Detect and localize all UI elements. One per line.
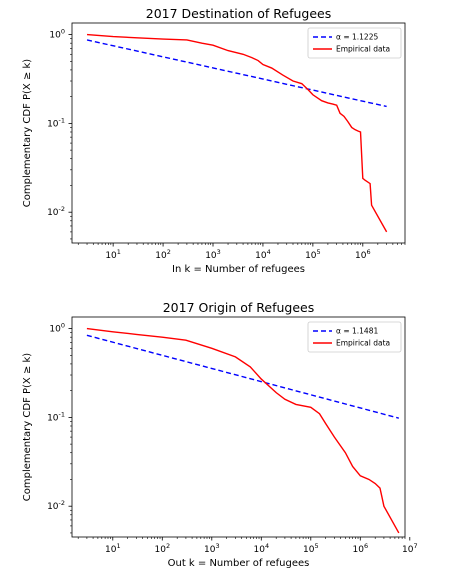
x-tick-label: 104 (253, 542, 269, 555)
y-axis-label: Complementary CDF P(X ≥ k) (22, 353, 33, 502)
legend: α = 1.1225 Empirical data (307, 27, 402, 59)
x-tick-label: 103 (204, 542, 220, 555)
y-tick-label: 10-1 (47, 410, 65, 423)
x-tick-label: 107 (402, 542, 418, 555)
x-tick-label: 102 (155, 248, 171, 261)
x-tick-label: 105 (303, 542, 319, 555)
power-law-fit-line (86, 39, 387, 108)
legend: α = 1.1481 Empirical data (307, 321, 402, 353)
x-tick-label: 101 (105, 248, 121, 261)
x-tick-label: 106 (355, 248, 371, 261)
legend-box (307, 321, 402, 353)
y-tick-label: 10-2 (47, 205, 65, 218)
empirical-data-line (86, 327, 400, 534)
plot-frame (71, 22, 406, 244)
x-tick-label: 103 (205, 248, 221, 261)
x-tick-label: 105 (305, 248, 321, 261)
plot-frame (71, 316, 406, 538)
power-law-fit-line (86, 334, 399, 419)
legend-label: Empirical data (336, 339, 390, 348)
y-tick-label: 100 (49, 28, 65, 41)
chart-title: 2017 Destination of Refugees (146, 6, 331, 21)
x-tick-label: 106 (352, 542, 368, 555)
y-tick-label: 10-2 (47, 499, 65, 512)
chart-title: 2017 Origin of Refugees (163, 300, 315, 315)
y-tick-label: 10-1 (47, 116, 65, 129)
chart-panel-1: 2017 Destination of Refugees 101 102 103 104… (22, 6, 406, 275)
legend-label: α = 1.1481 (336, 327, 378, 336)
chart-panel-2: 2017 Origin of Refugees 101 102 103 104 105 10… (22, 300, 418, 569)
x-tick-label: 104 (255, 248, 271, 261)
x-tick-label: 102 (154, 542, 170, 555)
legend-box (307, 27, 402, 59)
x-axis-label: In k = Number of refugees (172, 264, 305, 275)
legend-label: α = 1.1225 (336, 33, 378, 42)
y-axis-label: Complementary CDF P(X ≥ k) (22, 59, 33, 208)
y-tick-label: 100 (49, 322, 65, 335)
empirical-data-line (86, 33, 388, 233)
x-tick-label: 101 (105, 542, 121, 555)
legend-label: Empirical data (336, 45, 390, 54)
x-axis-label: Out k = Number of refugees (168, 558, 310, 569)
